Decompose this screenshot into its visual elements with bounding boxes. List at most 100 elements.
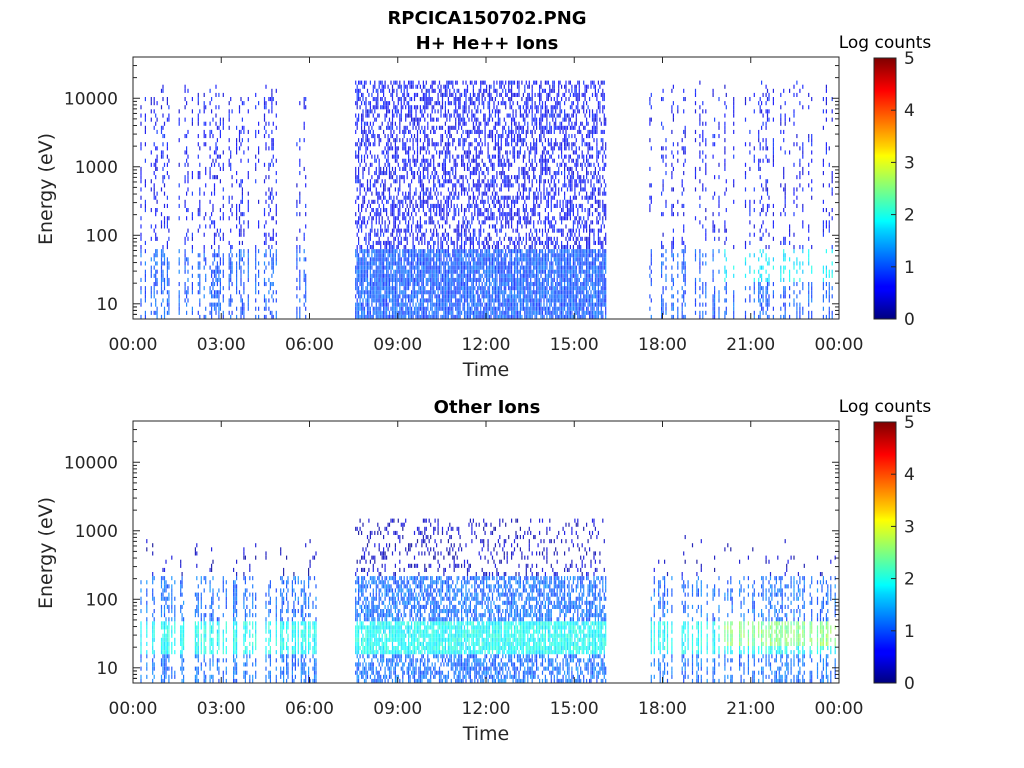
spectrogram-cell bbox=[402, 199, 404, 204]
spectrogram-cell bbox=[384, 306, 386, 311]
spectrogram-cell bbox=[441, 261, 444, 266]
spectrogram-cell bbox=[155, 277, 157, 282]
spectrogram-cell bbox=[471, 282, 473, 287]
spectrogram-cell bbox=[434, 183, 436, 188]
spectrogram-cell bbox=[388, 187, 391, 192]
spectrogram-cell bbox=[393, 277, 395, 282]
spectrogram-cell bbox=[468, 261, 470, 266]
spectrogram-cell bbox=[502, 269, 504, 274]
spectrogram-cell bbox=[396, 228, 398, 233]
spectrogram-cell bbox=[402, 314, 404, 319]
spectrogram-cell bbox=[509, 253, 511, 258]
spectrogram-cell bbox=[483, 269, 485, 274]
spectrogram-cell bbox=[430, 245, 432, 250]
spectrogram-cell bbox=[406, 203, 408, 208]
spectrogram-cell bbox=[519, 290, 521, 295]
spectrogram-cell bbox=[462, 129, 464, 134]
spectrogram-cell bbox=[411, 105, 413, 110]
spectrogram-cell bbox=[381, 273, 383, 278]
spectrogram-cell bbox=[369, 257, 371, 262]
spectrogram-cell bbox=[265, 240, 267, 245]
spectrogram-cell bbox=[400, 175, 402, 180]
spectrogram-cell bbox=[480, 277, 482, 282]
spectrogram-cell bbox=[399, 232, 401, 237]
spectrogram-cell bbox=[255, 298, 257, 303]
spectrogram-cell bbox=[391, 294, 394, 299]
spectrogram-cell bbox=[466, 273, 469, 278]
spectrogram-cell bbox=[488, 245, 491, 250]
spectrogram-cell bbox=[391, 245, 394, 250]
spectrogram-cell bbox=[499, 150, 501, 155]
spectrogram-cell bbox=[511, 138, 513, 143]
spectrogram-cell bbox=[163, 277, 166, 282]
spectrogram-cell bbox=[391, 249, 394, 254]
spectrogram-cell bbox=[365, 236, 367, 241]
spectrogram-cell bbox=[212, 253, 214, 258]
spectrogram-cell bbox=[386, 171, 388, 176]
spectrogram-cell bbox=[409, 277, 411, 282]
spectrogram-cell bbox=[437, 142, 439, 147]
spectrogram-cell bbox=[272, 138, 274, 143]
spectrogram-cell bbox=[366, 134, 369, 139]
spectrogram-cell bbox=[433, 257, 435, 262]
spectrogram-cell bbox=[430, 286, 432, 291]
spectrogram-cell bbox=[363, 294, 366, 299]
spectrogram-cell bbox=[156, 236, 158, 241]
spectrogram-cell bbox=[425, 290, 427, 295]
spectrogram-cell bbox=[386, 245, 388, 250]
spectrogram-cell bbox=[500, 273, 502, 278]
spectrogram-cell bbox=[447, 129, 449, 134]
spectrogram-cell bbox=[155, 261, 157, 266]
spectrogram-cell bbox=[463, 298, 466, 303]
spectrogram-cell bbox=[408, 224, 410, 229]
spectrogram-cell bbox=[478, 265, 480, 270]
spectrogram-cell bbox=[272, 228, 274, 233]
spectrogram-cell bbox=[430, 253, 432, 258]
spectrogram-cell bbox=[228, 265, 230, 270]
spectrogram-cell bbox=[383, 183, 385, 188]
spectrogram-cell bbox=[228, 101, 230, 106]
spectrogram-cell bbox=[497, 245, 499, 250]
spectrogram-cell bbox=[458, 97, 460, 102]
spectrogram-cell bbox=[381, 199, 383, 204]
spectrogram-cell bbox=[387, 158, 389, 163]
spectrogram-cell bbox=[531, 269, 533, 274]
spectrogram-cell bbox=[390, 183, 392, 188]
spectrogram-cell bbox=[166, 117, 168, 122]
spectrogram-cell bbox=[521, 129, 523, 134]
spectrogram-cell bbox=[505, 306, 507, 311]
spectrogram-cell bbox=[303, 105, 305, 110]
spectrogram-cell bbox=[247, 138, 249, 143]
spectrogram-cell bbox=[455, 158, 457, 163]
spectrogram-cell bbox=[222, 257, 224, 262]
spectrogram-cell bbox=[494, 138, 496, 143]
spectrogram-cell bbox=[497, 109, 499, 114]
spectrogram-cell bbox=[465, 154, 467, 159]
spectrogram-cell bbox=[356, 195, 358, 200]
spectrogram-cell bbox=[243, 261, 245, 266]
spectrogram-cell bbox=[358, 277, 360, 282]
spectrogram-cell bbox=[477, 154, 479, 159]
spectrogram-cell bbox=[453, 183, 455, 188]
spectrogram-cell bbox=[446, 134, 448, 139]
spectrogram-cell bbox=[513, 92, 516, 97]
spectrogram-cell bbox=[515, 92, 517, 97]
spectrogram-cell bbox=[430, 314, 432, 319]
spectrogram-cell bbox=[215, 290, 217, 295]
spectrogram-cell bbox=[361, 257, 363, 262]
spectrogram-cell bbox=[493, 253, 495, 258]
spectrogram-cell bbox=[496, 80, 498, 85]
spectrogram-cell bbox=[461, 261, 463, 266]
spectrogram-cell bbox=[440, 236, 442, 241]
spectrogram-cell bbox=[265, 191, 267, 196]
spectrogram-cell bbox=[487, 253, 489, 258]
spectrogram-cell bbox=[378, 175, 380, 180]
spectrogram-cell bbox=[362, 220, 364, 225]
spectrogram-cell bbox=[511, 286, 513, 291]
spectrogram-cell bbox=[358, 314, 360, 319]
spectrogram-cell bbox=[368, 310, 370, 315]
spectrogram-cell bbox=[218, 92, 220, 97]
spectrogram-cell bbox=[365, 302, 367, 307]
spectrogram-cell bbox=[459, 310, 461, 315]
spectrogram-cell bbox=[197, 208, 199, 213]
